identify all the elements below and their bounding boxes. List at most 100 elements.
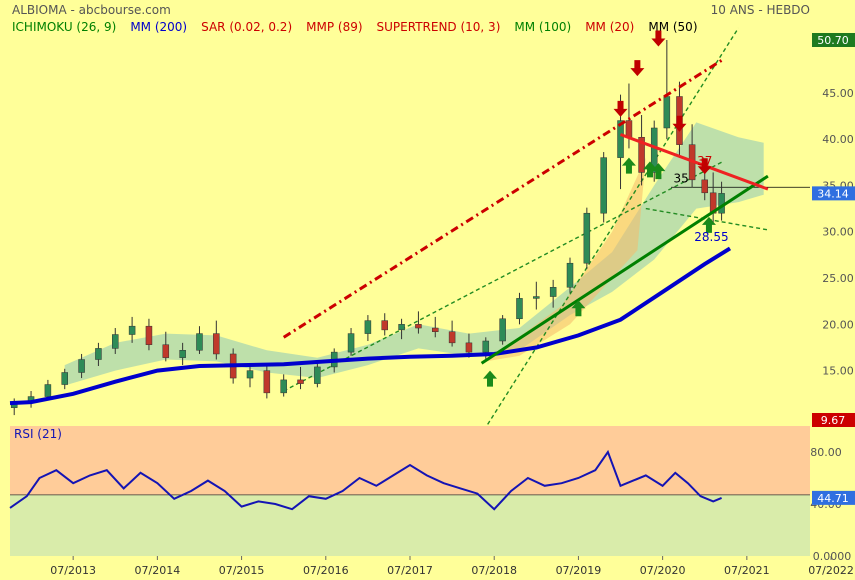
rsi-title: RSI (21): [14, 427, 62, 441]
trendline: [282, 59, 723, 339]
candle-body: [432, 327, 439, 332]
buy-arrow-icon: [701, 216, 716, 233]
candle-body: [415, 324, 422, 329]
price-annotation: 35: [674, 172, 689, 186]
candle-body: [549, 287, 557, 297]
candle-body: [638, 136, 645, 173]
x-tick-label: 07/2018: [471, 564, 517, 577]
sell-arrow-icon: [613, 100, 628, 117]
buy-arrow-icon: [621, 157, 636, 174]
candle-body: [663, 96, 671, 129]
candle-body: [44, 384, 52, 397]
candle-body: [516, 298, 523, 320]
sell-arrow-icon: [630, 60, 645, 77]
rsi-overbought-zone: [10, 426, 810, 495]
candle-body: [364, 320, 372, 334]
candle-body: [297, 379, 304, 384]
price-annotation: 37: [697, 154, 712, 168]
candle-body: [533, 296, 540, 299]
legend-item: MM (200): [130, 20, 187, 34]
x-tick-label: 07/2021: [724, 564, 770, 577]
candle-body: [583, 212, 591, 264]
trendline: [480, 174, 769, 365]
rsi-last-label: 44.71: [817, 492, 849, 505]
candle-body: [280, 379, 287, 394]
last-price-badge: [812, 186, 855, 201]
legend-item: MM (20): [585, 20, 634, 34]
sell-arrow-icon: [651, 30, 666, 47]
candle-body: [499, 318, 506, 342]
x-axis: 07/2013 07/2014 07/2015 07/2016 07/2017 07/20…: [50, 556, 854, 577]
candle-body: [448, 331, 456, 344]
channel-fill: [485, 157, 646, 362]
dashed-trendline: [283, 161, 722, 392]
legend-item: ICHIMOKU (26, 9): [12, 20, 116, 34]
buy-arrow-icon: [571, 300, 586, 317]
rsi-y-tick-label: 80.00: [810, 446, 842, 459]
rsi-line: [9, 449, 722, 511]
x-tick-label: 07/2020: [640, 564, 686, 577]
price-annotation: 28.55: [694, 230, 728, 244]
sell-arrow-icon: [697, 158, 712, 175]
candle-body: [61, 372, 68, 385]
candle-body: [246, 370, 254, 379]
candle-body: [179, 350, 186, 358]
x-tick-label: 07/2022: [808, 564, 854, 577]
legend-item: SAR (0.02, 0.2): [201, 20, 292, 34]
candle-body: [112, 334, 119, 349]
candle-body: [566, 262, 574, 288]
y-tick-label: 30.00: [822, 226, 854, 239]
y-tick-label: 40.00: [822, 133, 854, 146]
x-tick-label: 07/2013: [50, 564, 96, 577]
candle-body: [213, 333, 220, 355]
candle-body: [398, 324, 405, 331]
candle-body: [78, 359, 85, 373]
y-tick-label: 15.00: [822, 365, 854, 378]
candle-body: [650, 127, 658, 173]
candle-body: [625, 120, 633, 138]
price-panel: 373528.5515.0020.0025.0030.0035.0040.004…: [9, 27, 855, 455]
candle-body: [95, 348, 102, 360]
buy-arrow-icon: [643, 161, 657, 178]
candle-body: [145, 325, 153, 345]
legend-item: MMP (89): [306, 20, 362, 34]
buy-arrow-icon: [651, 163, 666, 180]
y-tick-label: 45.00: [822, 87, 854, 100]
legend-item: MM (100): [514, 20, 571, 34]
buy-arrow-icon: [483, 370, 497, 387]
candle-body: [347, 333, 355, 353]
sell-arrow-icon: [672, 115, 687, 132]
min-price-badge: [812, 413, 855, 427]
min-price-label: 9.67: [821, 414, 846, 427]
candle-body: [701, 179, 708, 194]
candle-body: [482, 340, 490, 353]
rsi-oversold-zone: [10, 494, 810, 556]
y-tick-label: 20.00: [822, 318, 854, 331]
x-tick-label: 07/2017: [387, 564, 433, 577]
dashed-trendline: [468, 27, 740, 455]
candle-body: [314, 366, 321, 384]
candle-body: [196, 333, 203, 351]
candle-body: [381, 320, 388, 331]
x-tick-label: 07/2016: [303, 564, 349, 577]
rsi-zero-label: 0.0000: [813, 550, 852, 563]
max-price-label: 50.70: [817, 34, 849, 47]
max-price-badge: [812, 33, 855, 47]
y-tick-label: 25.00: [822, 272, 854, 285]
candle-body: [128, 325, 136, 335]
ma200-line: [9, 246, 732, 406]
indicator-legend: ICHIMOKU (26, 9) MM (200) SAR (0.02, 0.2) M…: [12, 20, 698, 34]
x-tick-label: 07/2014: [135, 564, 181, 577]
candle-body: [162, 344, 170, 358]
chart-title: ALBIOMA - abcbourse.com: [12, 3, 171, 17]
chart-period: 10 ANS - HEBDO: [711, 3, 810, 17]
candle-body: [617, 120, 624, 158]
candle-body: [263, 370, 271, 394]
x-tick-label: 07/2015: [219, 564, 265, 577]
candle-body: [465, 342, 473, 353]
candle-body: [600, 157, 607, 214]
rsi-last-badge: [812, 490, 855, 505]
last-price-label: 34.14: [817, 187, 849, 200]
